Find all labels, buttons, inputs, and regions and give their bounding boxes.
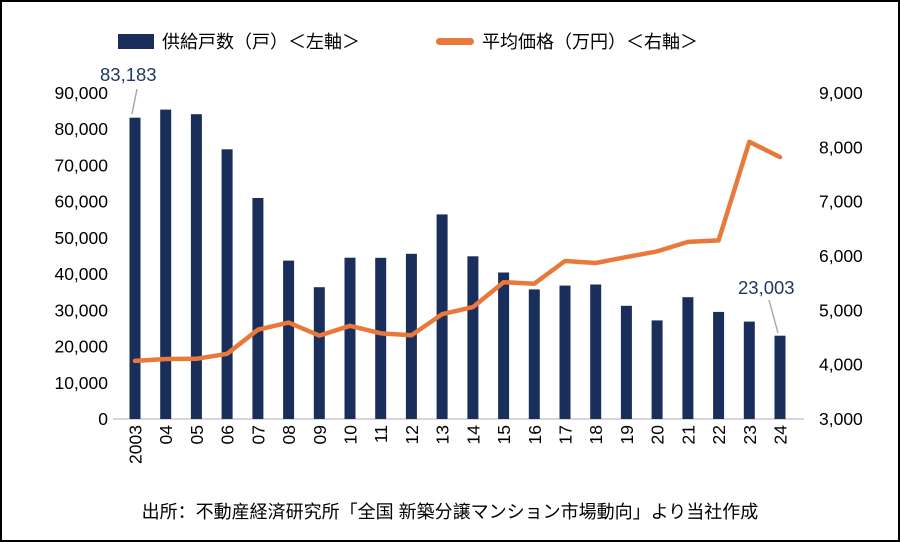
supply-bar-19 — [620, 305, 632, 419]
supply-bar-22 — [713, 311, 725, 419]
right-axis-tick-label: 3,000 — [819, 409, 863, 429]
x-axis-label-21: 21 — [678, 425, 698, 444]
x-axis-label-13: 13 — [433, 425, 453, 444]
legend-item-price: 平均価格（万円）＜右軸＞ — [436, 28, 698, 54]
supply-bar-05 — [190, 114, 202, 419]
right-axis-tick-label: 7,000 — [819, 192, 863, 212]
supply-bar-04 — [160, 109, 172, 419]
supply-series-label: 供給戸数（戸）＜左軸＞ — [162, 32, 360, 52]
x-axis-label-06: 06 — [218, 425, 238, 444]
supply-bar-15 — [498, 272, 510, 419]
x-axis-label-14: 14 — [463, 425, 483, 445]
x-axis-label-2003: 2003 — [126, 425, 146, 464]
x-axis-label-09: 09 — [310, 425, 330, 444]
x-axis-label-18: 18 — [586, 425, 606, 444]
supply-bar-24 — [774, 335, 786, 419]
left-axis-tick-label: 10,000 — [54, 373, 108, 393]
supply-bar-20 — [651, 320, 663, 419]
price-line — [132, 139, 783, 364]
supply-bar-09 — [313, 287, 325, 419]
x-axis-label-23: 23 — [740, 425, 760, 444]
left-axis-tick-label: 80,000 — [54, 119, 108, 139]
left-axis-tick-label: 50,000 — [54, 228, 108, 248]
supply-bar-17 — [559, 285, 571, 419]
left-axis-tick-label: 0 — [98, 409, 108, 429]
x-axis-label-17: 17 — [556, 425, 576, 444]
right-axis-tick-label: 9,000 — [819, 83, 863, 103]
data-label-2003: 83,183 — [100, 64, 157, 85]
supply-bar-swatch-icon — [118, 33, 154, 49]
supply-bar-16 — [528, 289, 540, 419]
right-axis-tick-label: 6,000 — [819, 246, 863, 266]
x-axis-label-20: 20 — [648, 425, 668, 445]
x-axis-label-10: 10 — [341, 425, 361, 445]
x-axis-label-08: 08 — [279, 425, 299, 444]
x-axis-label-19: 19 — [617, 425, 637, 444]
x-axis-label-04: 04 — [156, 425, 176, 445]
right-axis-tick-label: 4,000 — [819, 355, 863, 375]
x-axis-label-16: 16 — [525, 425, 545, 444]
supply-bar-06 — [221, 149, 233, 420]
right-axis-tick-label: 8,000 — [819, 137, 863, 157]
x-axis-label-05: 05 — [187, 425, 207, 444]
supply-bar-07 — [252, 198, 264, 419]
x-axis-label-12: 12 — [402, 425, 422, 444]
left-axis-tick-label: 90,000 — [54, 83, 108, 103]
supply-bar-23 — [743, 321, 755, 419]
supply-bar-21 — [682, 297, 694, 419]
left-axis-tick-label: 60,000 — [54, 192, 108, 212]
supply-bar-18 — [590, 284, 602, 419]
price-line-swatch-icon — [436, 37, 474, 45]
right-axis-tick-label: 5,000 — [819, 300, 863, 320]
left-axis-tick-label: 30,000 — [54, 300, 108, 320]
left-axis-tick-label: 20,000 — [54, 337, 108, 357]
data-label-24: 23,003 — [738, 277, 795, 298]
left-axis-tick-label: 70,000 — [54, 155, 108, 175]
legend-item-supply: 供給戸数（戸）＜左軸＞ — [118, 28, 360, 54]
supply-bar-10 — [344, 257, 356, 419]
x-axis-label-22: 22 — [709, 425, 729, 444]
annotation-leader-line — [131, 88, 138, 115]
x-axis-label-24: 24 — [771, 425, 791, 445]
annotation-leader-line — [768, 299, 779, 334]
x-axis-label-15: 15 — [494, 425, 514, 444]
chart-legend: 供給戸数（戸）＜左軸＞ 平均価格（万円）＜右軸＞ — [118, 28, 698, 54]
price-series-label: 平均価格（万円）＜右軸＞ — [482, 32, 698, 52]
left-axis-tick-label: 40,000 — [54, 264, 108, 284]
source-note: 出所：不動産経済研究所「全国 新築分譲マンション市場動向」より当社作成 — [141, 502, 759, 522]
supply-bar-08 — [283, 260, 295, 419]
x-axis-label-11: 11 — [371, 425, 391, 443]
supply-bar-2003 — [129, 117, 141, 419]
x-axis-label-07: 07 — [248, 425, 268, 444]
supply-bar-11 — [375, 257, 387, 419]
supply-bar-14 — [467, 256, 479, 419]
